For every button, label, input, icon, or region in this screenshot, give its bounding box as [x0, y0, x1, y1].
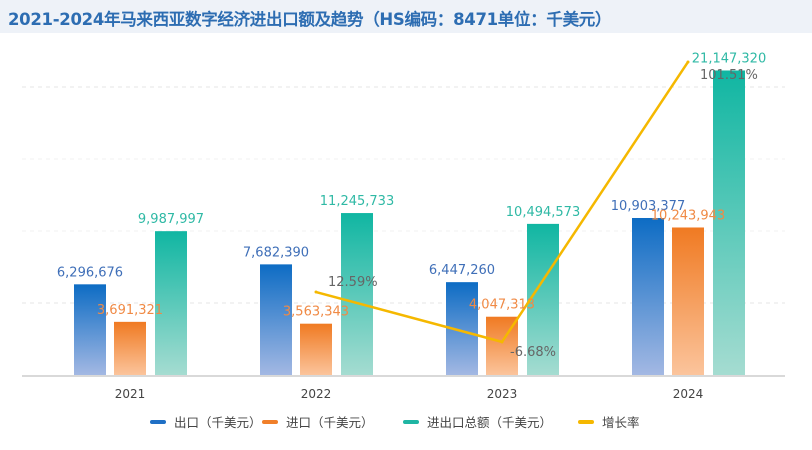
- title-bar: 2021-2024年马来西亚数字经济进出口额及趋势（HS编码：8471单位：千美…: [0, 0, 812, 33]
- x-tick-label: 2024: [673, 387, 704, 401]
- bar-import: [672, 227, 704, 375]
- x-tick-label: 2022: [301, 387, 332, 401]
- data-label: 10,903,377: [611, 199, 685, 214]
- growth-point: [500, 340, 504, 344]
- legend-label: 出口（千美元）: [174, 415, 262, 430]
- bar-export: [632, 217, 664, 375]
- legend-swatch: [403, 419, 419, 424]
- legend-item-import[interactable]: 进口（千美元）: [262, 412, 374, 431]
- legend: 出口（千美元） 进口（千美元） 进出口总额（千美元） 增长率: [0, 412, 812, 432]
- data-label: 4,047,313: [469, 298, 535, 313]
- data-label: 9,987,997: [138, 212, 204, 227]
- bar-total: [155, 231, 187, 375]
- data-label: 10,494,573: [506, 205, 580, 220]
- bar-total: [527, 223, 559, 375]
- data-label: 3,691,321: [97, 303, 163, 318]
- x-tick-label: 2021: [115, 387, 146, 401]
- data-label: 3,563,343: [283, 305, 349, 320]
- legend-label: 进口（千美元）: [286, 415, 374, 430]
- data-label: 6,296,676: [57, 265, 123, 280]
- bar-import: [300, 323, 332, 375]
- x-tick-label: 2023: [487, 387, 518, 401]
- growth-label: 12.59%: [328, 275, 378, 290]
- legend-swatch: [150, 419, 166, 424]
- data-label: 11,245,733: [320, 194, 394, 209]
- bar-total: [713, 70, 745, 376]
- chart: 2021 6,296,676 3,691,321 9,987,997 2022 7,682…: [22, 51, 785, 401]
- legend-label: 增长率: [602, 415, 640, 430]
- chart-title: 2021-2024年马来西亚数字经济进出口额及趋势（HS编码：8471单位：千美…: [8, 10, 612, 29]
- legend-item-growth[interactable]: 增长率: [578, 412, 640, 431]
- growth-point: [314, 290, 318, 294]
- growth-label: -6.68%: [510, 345, 556, 360]
- bar-export: [260, 264, 292, 375]
- legend-swatch: [262, 419, 278, 424]
- data-label: 21,147,320: [692, 51, 766, 66]
- bar-import: [114, 321, 146, 375]
- bar-export: [74, 284, 106, 375]
- legend-item-export[interactable]: 出口（千美元）: [150, 412, 262, 431]
- legend-label: 进出口总额（千美元）: [427, 415, 553, 430]
- bar-total: [341, 213, 373, 375]
- data-label: 10,243,943: [651, 208, 725, 223]
- legend-swatch: [578, 419, 594, 424]
- data-label: 6,447,260: [429, 263, 495, 278]
- growth-label: 101.51%: [700, 68, 758, 83]
- growth-point: [686, 60, 690, 64]
- data-label: 7,682,390: [243, 245, 309, 260]
- legend-item-total[interactable]: 进出口总额（千美元）: [403, 412, 552, 431]
